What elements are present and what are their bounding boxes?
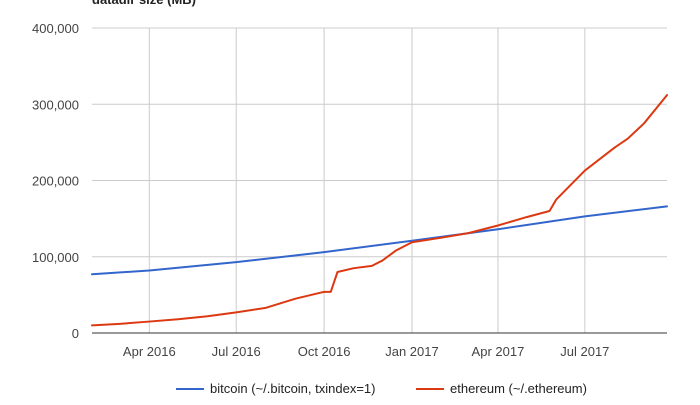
x-tick-label: Apr 2016	[123, 344, 176, 359]
x-tick-label: Jul 2017	[560, 344, 609, 359]
y-tick-label: 100,000	[32, 250, 79, 265]
grid-layer	[92, 27, 667, 333]
y-tick-label: 400,000	[32, 21, 79, 36]
y-tick-label: 300,000	[32, 97, 79, 112]
x-tick-label: Apr 2017	[472, 344, 525, 359]
series-line-0	[91, 205, 668, 276]
x-tick-label: Jan 2017	[385, 344, 439, 359]
legend-label-0: bitcoin (~/.bitcoin, txindex=1)	[210, 381, 375, 396]
legend-layer: bitcoin (~/.bitcoin, txindex=1) ethereum …	[176, 381, 587, 396]
series-line-1	[91, 94, 668, 327]
label-layer: datadir size (MB) 0 100,000 200,000 300,000 4…	[32, 0, 609, 359]
y-tick-label: 200,000	[32, 174, 79, 189]
x-tick-label: Jul 2016	[212, 344, 261, 359]
legend-label-1: ethereum (~/.ethereum)	[450, 381, 587, 396]
x-tick-label: Oct 2016	[298, 344, 351, 359]
chart-title: datadir size (MB)	[92, 0, 196, 7]
y-tick-label: 0	[72, 326, 79, 341]
series-layer	[91, 94, 668, 327]
